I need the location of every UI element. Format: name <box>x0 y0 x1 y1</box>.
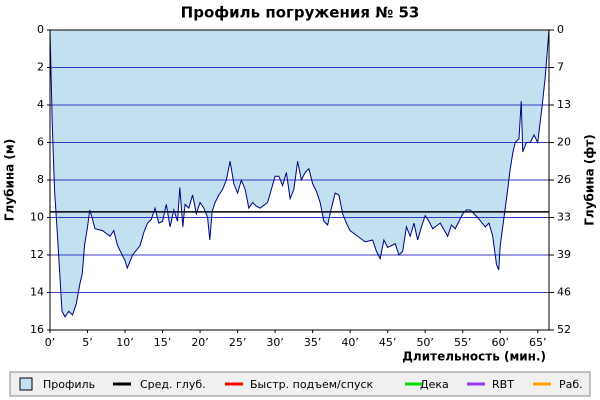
y2-axis-title: Глубина (фт) <box>583 134 597 225</box>
y-tick-label: 2 <box>37 61 44 74</box>
y-axis-title: Глубина (м) <box>3 139 17 221</box>
y2-tick-label: 52 <box>557 323 571 336</box>
plot-border <box>49 29 550 331</box>
x-tick-label: 65’ <box>529 336 547 349</box>
y2-tick-label: 7 <box>557 60 564 73</box>
x-tick-label: 30’ <box>266 336 284 349</box>
y-tick-label: 14 <box>30 286 44 299</box>
x-tick-label: 40’ <box>341 336 359 349</box>
x-tick-label: 55’ <box>454 336 472 349</box>
legend-label: Раб. <box>559 378 583 391</box>
y-tick-label: 0 <box>37 23 44 36</box>
y2-tick-label: 13 <box>557 98 571 111</box>
y2-tick-label: 46 <box>557 286 571 299</box>
x-axis-title: Длительность (мин.) <box>402 350 546 364</box>
legend-swatch <box>19 377 33 391</box>
x-tick-label: 10’ <box>116 336 134 349</box>
legend-label: Профиль <box>43 378 95 391</box>
y-tick-label: 16 <box>30 323 44 336</box>
y2-tick-label: 39 <box>557 248 571 261</box>
y-tick-label: 8 <box>37 173 44 186</box>
y2-tick-label: 26 <box>557 173 571 186</box>
legend-label: Дека <box>420 378 449 391</box>
x-tick-label: 45’ <box>379 336 397 349</box>
y2-tick-label: 33 <box>557 211 571 224</box>
y2-tick-label: 20 <box>557 136 571 149</box>
x-tick-label: 50’ <box>416 336 434 349</box>
profile-line <box>49 29 550 318</box>
y-tick-label: 12 <box>30 248 44 261</box>
x-tick-label: 5’ <box>82 336 93 349</box>
x-tick-label: 60’ <box>491 336 509 349</box>
y-tick-label: 10 <box>30 211 44 224</box>
profile-area <box>50 30 549 317</box>
x-tick-label: 15’ <box>154 336 172 349</box>
legend-label: Сред. глуб. <box>140 378 206 391</box>
x-tick-label: 20’ <box>191 336 209 349</box>
x-tick-label: 0’ <box>45 336 56 349</box>
x-tick-label: 35’ <box>304 336 322 349</box>
x-tick-label: 25’ <box>229 336 247 349</box>
legend-label: RBT <box>492 378 514 391</box>
legend-label: Быстр. подъем/спуск <box>250 378 374 391</box>
y-tick-label: 4 <box>37 98 44 111</box>
legend-box <box>9 371 591 397</box>
y2-tick-label: 0 <box>557 23 564 36</box>
chart-title: Профиль погружения № 53 <box>181 4 420 22</box>
y-tick-label: 6 <box>37 136 44 149</box>
